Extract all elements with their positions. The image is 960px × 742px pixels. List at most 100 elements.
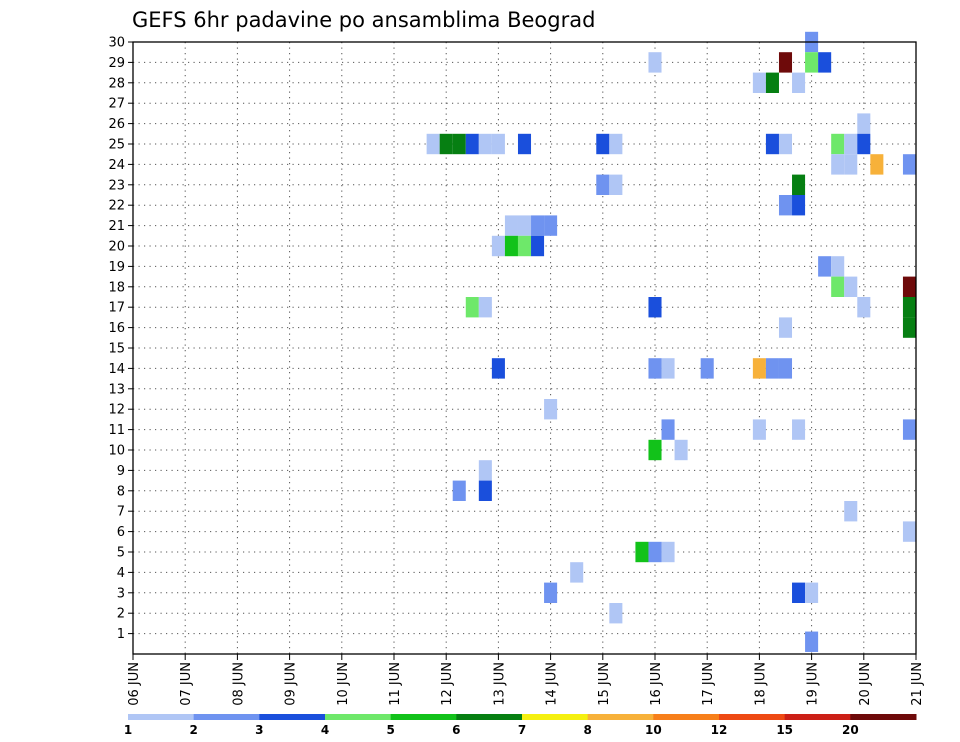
precip-cell bbox=[805, 582, 819, 603]
precip-cell bbox=[517, 215, 532, 236]
y-tick-label: 12 bbox=[108, 403, 125, 418]
precip-cell bbox=[844, 501, 858, 522]
x-tick-label: 17 JUN bbox=[701, 662, 716, 706]
precip-cell bbox=[700, 358, 714, 379]
precip-cell bbox=[674, 439, 688, 461]
precip-cell bbox=[778, 195, 793, 216]
precip-cell bbox=[648, 52, 662, 73]
precip-cell bbox=[478, 133, 492, 155]
precip-cell bbox=[439, 133, 453, 155]
precip-cell bbox=[648, 439, 662, 461]
precip-cell bbox=[805, 52, 819, 73]
colorbar-swatch bbox=[587, 714, 654, 720]
precip-cell bbox=[465, 297, 479, 318]
x-tick-label: 10 JUN bbox=[336, 662, 351, 706]
precip-cell bbox=[778, 358, 793, 379]
colorbar-label: 2 bbox=[189, 723, 197, 737]
precip-cell bbox=[478, 460, 492, 481]
colorbar-swatch bbox=[390, 714, 457, 720]
y-tick-label: 2 bbox=[117, 607, 125, 622]
precip-cell bbox=[609, 603, 623, 624]
y-tick-label: 3 bbox=[117, 586, 125, 601]
y-tick-label: 5 bbox=[117, 546, 125, 561]
y-tick-label: 9 bbox=[117, 464, 125, 479]
chart-title: GEFS 6hr padavine po ansamblima Beograd bbox=[132, 8, 595, 32]
precip-cell bbox=[648, 358, 662, 379]
x-tick-label: 11 JUN bbox=[388, 662, 403, 706]
x-tick-label: 09 JUN bbox=[284, 662, 299, 706]
y-tick-label: 10 bbox=[108, 444, 125, 459]
y-tick-label: 30 bbox=[108, 36, 125, 51]
colorbar-swatch bbox=[784, 714, 851, 720]
colorbar-label: 6 bbox=[452, 723, 460, 737]
x-tick-label: 13 JUN bbox=[492, 662, 507, 706]
precip-cell bbox=[857, 133, 871, 155]
precip-cell bbox=[661, 358, 675, 379]
precip-cell bbox=[452, 133, 466, 155]
precip-cell bbox=[792, 419, 806, 440]
y-tick-label: 11 bbox=[108, 423, 125, 438]
colorbar-label: 15 bbox=[776, 723, 793, 737]
y-tick-label: 4 bbox=[117, 566, 125, 581]
colorbar-swatch bbox=[259, 714, 326, 720]
y-tick-label: 27 bbox=[108, 97, 125, 112]
colorbar-swatch bbox=[719, 714, 786, 720]
precip-cell bbox=[765, 72, 779, 93]
precip-cell bbox=[648, 541, 662, 563]
colorbar-swatch bbox=[128, 714, 195, 720]
colorbar-label: 20 bbox=[842, 723, 859, 737]
x-tick-label: 15 JUN bbox=[597, 662, 612, 706]
precip-cell bbox=[426, 133, 440, 155]
y-tick-label: 24 bbox=[108, 158, 125, 173]
x-tick-label: 21 JUN bbox=[910, 662, 925, 706]
precip-cell bbox=[478, 297, 492, 318]
colorbar-label: 7 bbox=[518, 723, 526, 737]
precip-cell bbox=[504, 215, 518, 236]
precip-cell bbox=[831, 154, 845, 175]
precip-cell bbox=[752, 419, 766, 440]
y-tick-label: 1 bbox=[117, 627, 125, 642]
precip-cell bbox=[661, 541, 675, 563]
y-tick-label: 15 bbox=[108, 342, 125, 357]
precipitation-cells bbox=[426, 31, 916, 652]
precip-cell bbox=[792, 195, 806, 216]
precip-cell bbox=[596, 133, 610, 155]
colorbar-label: 4 bbox=[321, 723, 329, 737]
x-tick-label: 06 JUN bbox=[127, 662, 142, 706]
colorbar-label: 5 bbox=[386, 723, 394, 737]
y-tick-label: 29 bbox=[108, 56, 125, 71]
colorbar-legend: 1 2 3 4 5 6 7 8 10 12 15 20 bbox=[124, 714, 917, 737]
x-tick-label: 19 JUN bbox=[806, 662, 821, 706]
colorbar-swatch bbox=[653, 714, 720, 720]
precip-cell bbox=[609, 174, 623, 195]
precip-cell bbox=[596, 174, 610, 195]
x-tick-label: 16 JUN bbox=[649, 662, 664, 706]
x-tick-label: 20 JUN bbox=[858, 662, 873, 706]
precip-cell bbox=[778, 133, 793, 155]
precip-cell bbox=[831, 133, 845, 155]
precip-cell bbox=[857, 297, 871, 318]
precip-cell bbox=[648, 297, 662, 318]
y-tick-label: 25 bbox=[108, 138, 125, 153]
precip-cell bbox=[902, 521, 916, 542]
colorbar-swatch bbox=[456, 714, 523, 720]
y-axis: 1234567891011121314151617181920212223242… bbox=[108, 36, 133, 642]
x-tick-label: 07 JUN bbox=[179, 662, 194, 706]
y-tick-label: 14 bbox=[108, 362, 125, 377]
precip-cell bbox=[452, 480, 466, 501]
precip-cell bbox=[831, 276, 845, 297]
precip-cell bbox=[491, 235, 505, 257]
y-tick-label: 6 bbox=[117, 525, 125, 540]
colorbar-swatch bbox=[325, 714, 392, 720]
y-tick-label: 16 bbox=[108, 321, 125, 336]
y-tick-label: 22 bbox=[108, 199, 125, 214]
precip-cell bbox=[531, 235, 545, 257]
precip-cell bbox=[902, 297, 916, 318]
precip-cell bbox=[544, 582, 558, 603]
colorbar-swatch bbox=[522, 714, 589, 720]
precip-cell bbox=[818, 52, 832, 73]
y-tick-label: 13 bbox=[108, 382, 125, 397]
precip-cell bbox=[635, 541, 649, 563]
y-tick-label: 26 bbox=[108, 117, 125, 132]
